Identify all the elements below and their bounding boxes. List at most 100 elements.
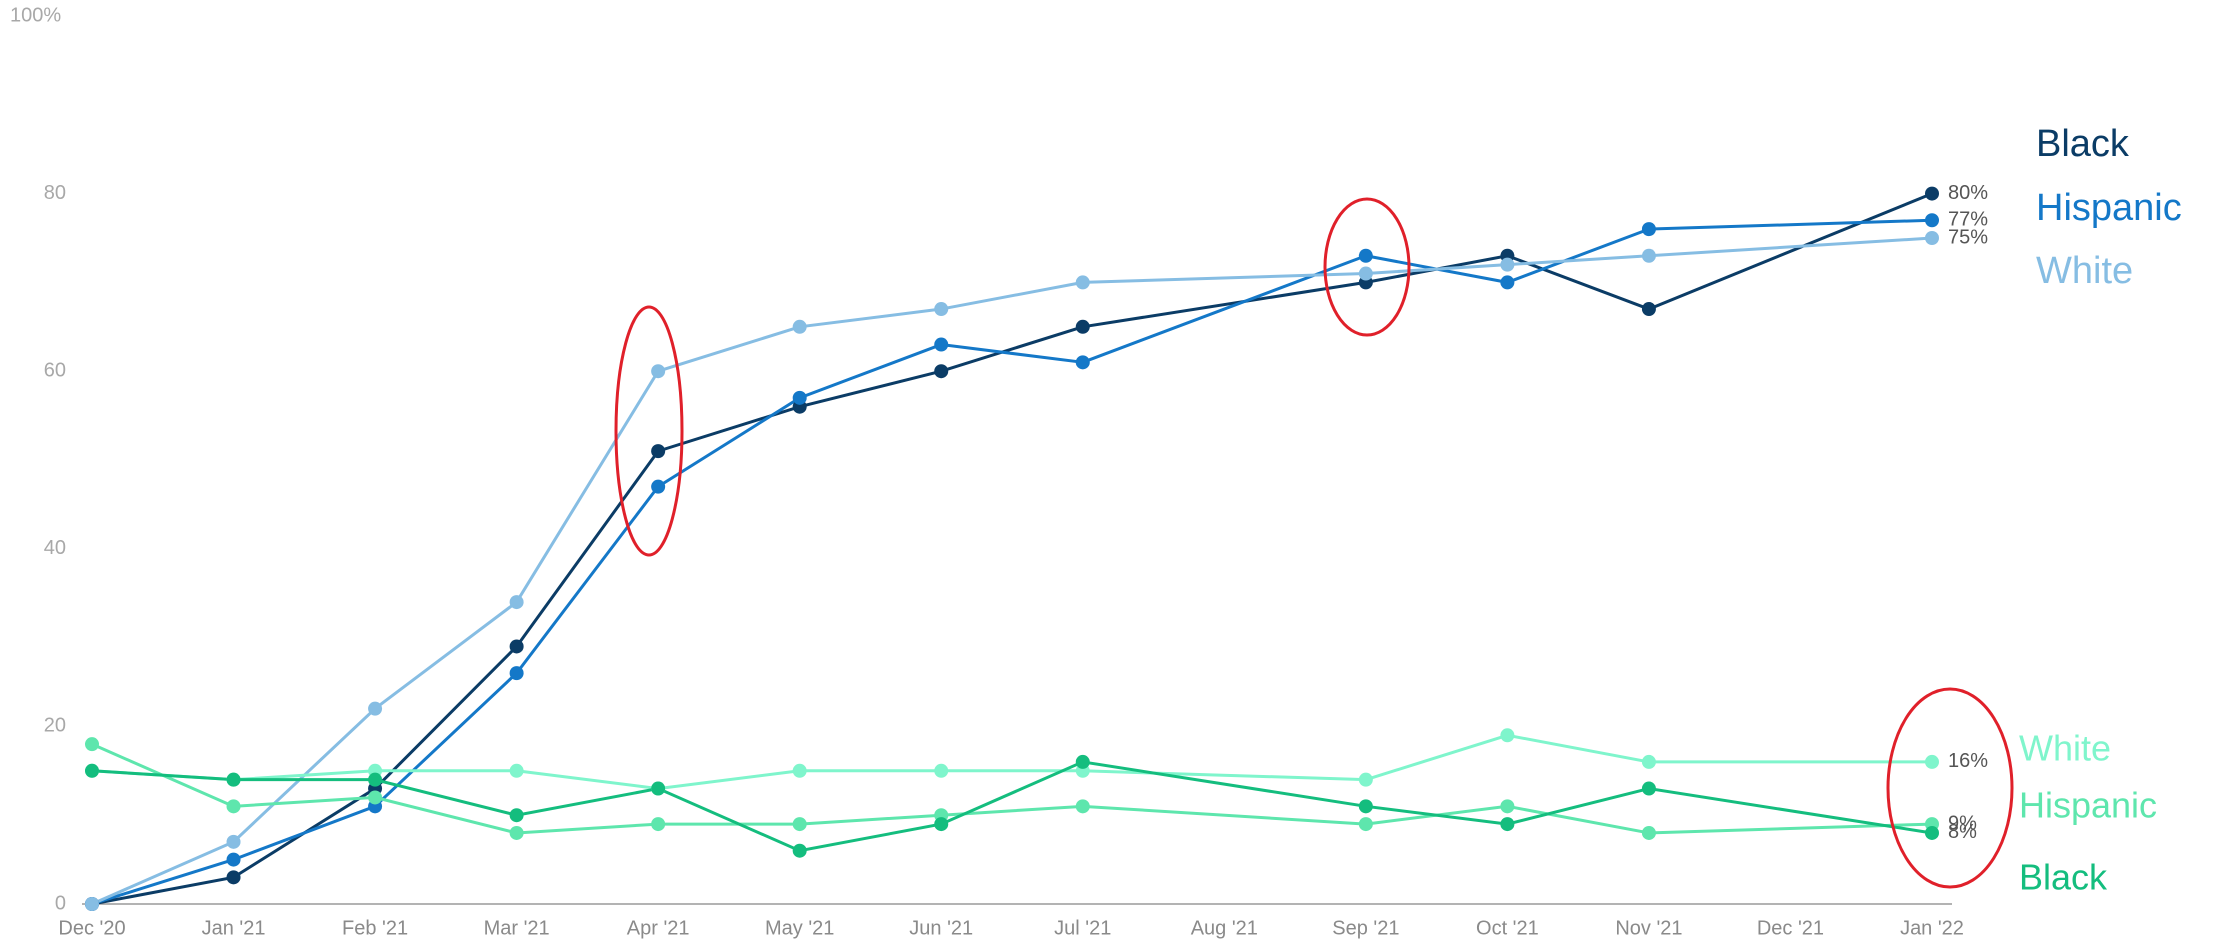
data-point xyxy=(368,772,383,787)
y-tick-label: 20 xyxy=(44,715,66,737)
data-point xyxy=(1075,275,1090,290)
data-point xyxy=(509,666,524,681)
data-point xyxy=(1925,231,1939,245)
x-tick-label: Dec '21 xyxy=(1757,917,1824,939)
x-tick-label: Aug '21 xyxy=(1191,917,1258,939)
y-tick-label: 40 xyxy=(44,537,66,559)
data-point xyxy=(934,364,949,379)
data-point xyxy=(792,390,807,405)
x-tick-label: Feb '21 xyxy=(342,917,408,939)
y-tick-label: 80 xyxy=(44,182,66,204)
legend-label: White xyxy=(2019,728,2111,769)
x-tick-label: Jan '21 xyxy=(202,917,266,939)
data-point xyxy=(651,364,666,379)
data-point xyxy=(1641,248,1656,263)
data-point xyxy=(934,817,949,832)
data-point xyxy=(934,337,949,352)
data-point xyxy=(1925,754,1939,769)
data-label: 75% xyxy=(1948,226,1988,248)
series-connector xyxy=(1082,280,1367,329)
series-line xyxy=(91,742,1083,835)
data-point xyxy=(1358,248,1373,263)
data-point xyxy=(1925,213,1939,228)
data-point xyxy=(792,843,807,858)
data-point xyxy=(85,737,99,752)
series-line xyxy=(91,280,1084,906)
data-label: 9% xyxy=(1948,812,1977,834)
data-point xyxy=(1500,275,1515,290)
data-point xyxy=(934,763,949,778)
data-point xyxy=(85,897,99,911)
series-connector xyxy=(1648,787,1933,835)
data-label: 8% xyxy=(1948,821,1977,843)
legend-label: Hispanic xyxy=(2036,187,2182,229)
data-point xyxy=(226,852,241,867)
data-point xyxy=(509,763,524,778)
data-point xyxy=(1075,319,1090,334)
legend-label: Hispanic xyxy=(2019,785,2157,826)
series-line xyxy=(91,760,1084,853)
legend-label: Black xyxy=(2019,857,2108,898)
data-point xyxy=(226,799,241,814)
data-point xyxy=(1358,817,1373,832)
y-tick-label: 60 xyxy=(44,359,66,381)
x-tick-label: May '21 xyxy=(765,917,834,939)
data-point xyxy=(1075,799,1090,814)
series-connector xyxy=(1082,760,1367,808)
data-point xyxy=(226,834,241,849)
data-point xyxy=(792,817,807,832)
legend-label: Black xyxy=(2036,123,2130,165)
data-point xyxy=(509,595,524,610)
data-point xyxy=(1641,825,1656,840)
series-connector xyxy=(1082,254,1367,364)
series-line xyxy=(91,325,1084,906)
data-label: 77% xyxy=(1948,209,1988,231)
data-point xyxy=(651,817,666,832)
data-point xyxy=(1500,257,1515,272)
data-point xyxy=(1641,302,1656,317)
data-point xyxy=(1500,728,1515,743)
data-point xyxy=(1500,817,1515,832)
data-point xyxy=(1500,799,1515,814)
data-point xyxy=(226,870,241,885)
x-tick-label: Dec '20 xyxy=(58,917,125,939)
data-point xyxy=(368,701,383,716)
data-point xyxy=(1358,266,1373,281)
data-point xyxy=(651,479,666,494)
data-label: 16% xyxy=(1948,750,1988,772)
data-point xyxy=(509,825,524,840)
annotations xyxy=(614,197,2014,889)
series-connector xyxy=(1082,804,1366,826)
series-connector xyxy=(1082,272,1366,284)
legend-label: White xyxy=(2036,250,2133,292)
x-tick-label: Jun '21 xyxy=(909,917,973,939)
data-point xyxy=(1641,222,1656,237)
data-point xyxy=(1358,799,1373,814)
data-point xyxy=(368,790,383,805)
y-tick-label: 0 xyxy=(55,892,66,914)
data-label: 80% xyxy=(1948,182,1988,204)
data-point xyxy=(226,772,241,787)
data-point xyxy=(792,319,807,334)
data-point xyxy=(1641,781,1656,796)
highlight-ellipse xyxy=(1886,687,2014,889)
data-point xyxy=(509,639,524,654)
data-point xyxy=(1075,355,1090,370)
highlight-ellipse xyxy=(1323,197,1411,337)
x-tick-label: Jul '21 xyxy=(1054,917,1111,939)
series-line xyxy=(91,343,1083,906)
data-point xyxy=(792,763,807,778)
x-tick-label: Jan '22 xyxy=(1900,917,1964,939)
x-tick-label: Apr '21 xyxy=(627,917,690,939)
x-tick-label: Mar '21 xyxy=(484,917,550,939)
x-tick-label: Oct '21 xyxy=(1476,917,1539,939)
data-point xyxy=(85,763,99,778)
series-connector xyxy=(1648,192,1933,311)
data-point xyxy=(1358,772,1373,787)
data-point xyxy=(651,444,666,459)
series-connector xyxy=(1082,769,1366,782)
data-point xyxy=(1925,825,1939,840)
x-tick-label: Nov '21 xyxy=(1615,917,1682,939)
x-tick-label: Sep '21 xyxy=(1332,917,1399,939)
